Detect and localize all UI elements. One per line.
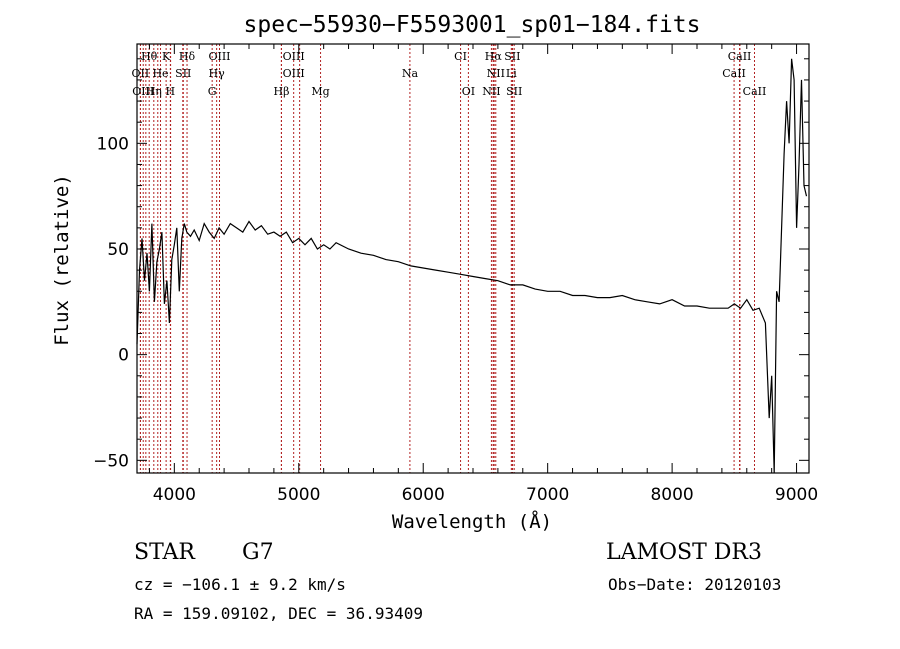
x-tick-label: 5000 [277, 485, 320, 505]
observation-date: Obs−Date: 20120103 [608, 575, 782, 594]
object-subclass: G7 [242, 540, 274, 565]
x-tick-label: 9000 [775, 485, 818, 505]
line-label: G [208, 85, 217, 98]
line-label: Hδ [179, 50, 196, 63]
line-label: Hη [146, 85, 162, 98]
line-label: Hθ [141, 50, 158, 63]
line-label: SII [175, 67, 191, 80]
x-tick-label: 4000 [153, 485, 196, 505]
y-tick-label: 0 [118, 346, 129, 366]
line-label: H [166, 85, 176, 98]
y-axis-ticks: −50 0 50 100 [93, 58, 809, 471]
line-label: SII [504, 50, 520, 63]
object-class: STAR [134, 540, 195, 565]
line-label: OIII [283, 67, 305, 80]
line-label: SII [506, 85, 522, 98]
line-label: NII [482, 85, 500, 98]
line-label: Hα [485, 50, 503, 63]
x-axis-label: Wavelength (Å) [392, 510, 552, 533]
x-tick-label: 7000 [526, 485, 569, 505]
line-label: OIII [132, 85, 154, 98]
line-label: OI [462, 85, 475, 98]
line-label: Mg [311, 85, 329, 98]
line-label: OIII [283, 50, 305, 63]
x-tick-label: 6000 [402, 485, 445, 505]
line-label: OII [132, 67, 150, 80]
line-label: NII [487, 67, 505, 80]
survey-name: LAMOST DR3 [606, 540, 762, 565]
line-label: K [162, 50, 171, 63]
line-label: CaII [722, 67, 746, 80]
coordinates: RA = 159.09102, DEC = 36.93409 [134, 604, 423, 623]
line-label: CaII [743, 85, 767, 98]
line-label: Li [506, 67, 517, 80]
y-tick-label: 50 [107, 240, 129, 260]
y-tick-label: 100 [97, 134, 129, 154]
line-label: OIII [208, 50, 230, 63]
emission-line-markers [139, 44, 755, 473]
plot-frame [136, 43, 810, 474]
y-axis-label: Flux (relative) [51, 174, 73, 346]
x-axis-ticks: 4000 5000 6000 7000 8000 9000 [148, 44, 818, 505]
line-label: He [152, 67, 168, 80]
line-label: CI [454, 50, 467, 63]
line-label: Na [402, 67, 419, 80]
line-label: CaII [728, 50, 752, 63]
redshift-value: cz = −106.1 ± 9.2 km/s [134, 575, 346, 594]
y-tick-label: −50 [93, 451, 129, 471]
chart-title: spec−55930−F5593001_sp01−184.fits [244, 12, 701, 38]
line-label: Hγ [209, 67, 226, 80]
spectrum-line [136, 58, 808, 474]
x-tick-label: 8000 [650, 485, 693, 505]
line-label: Hβ [274, 85, 290, 98]
